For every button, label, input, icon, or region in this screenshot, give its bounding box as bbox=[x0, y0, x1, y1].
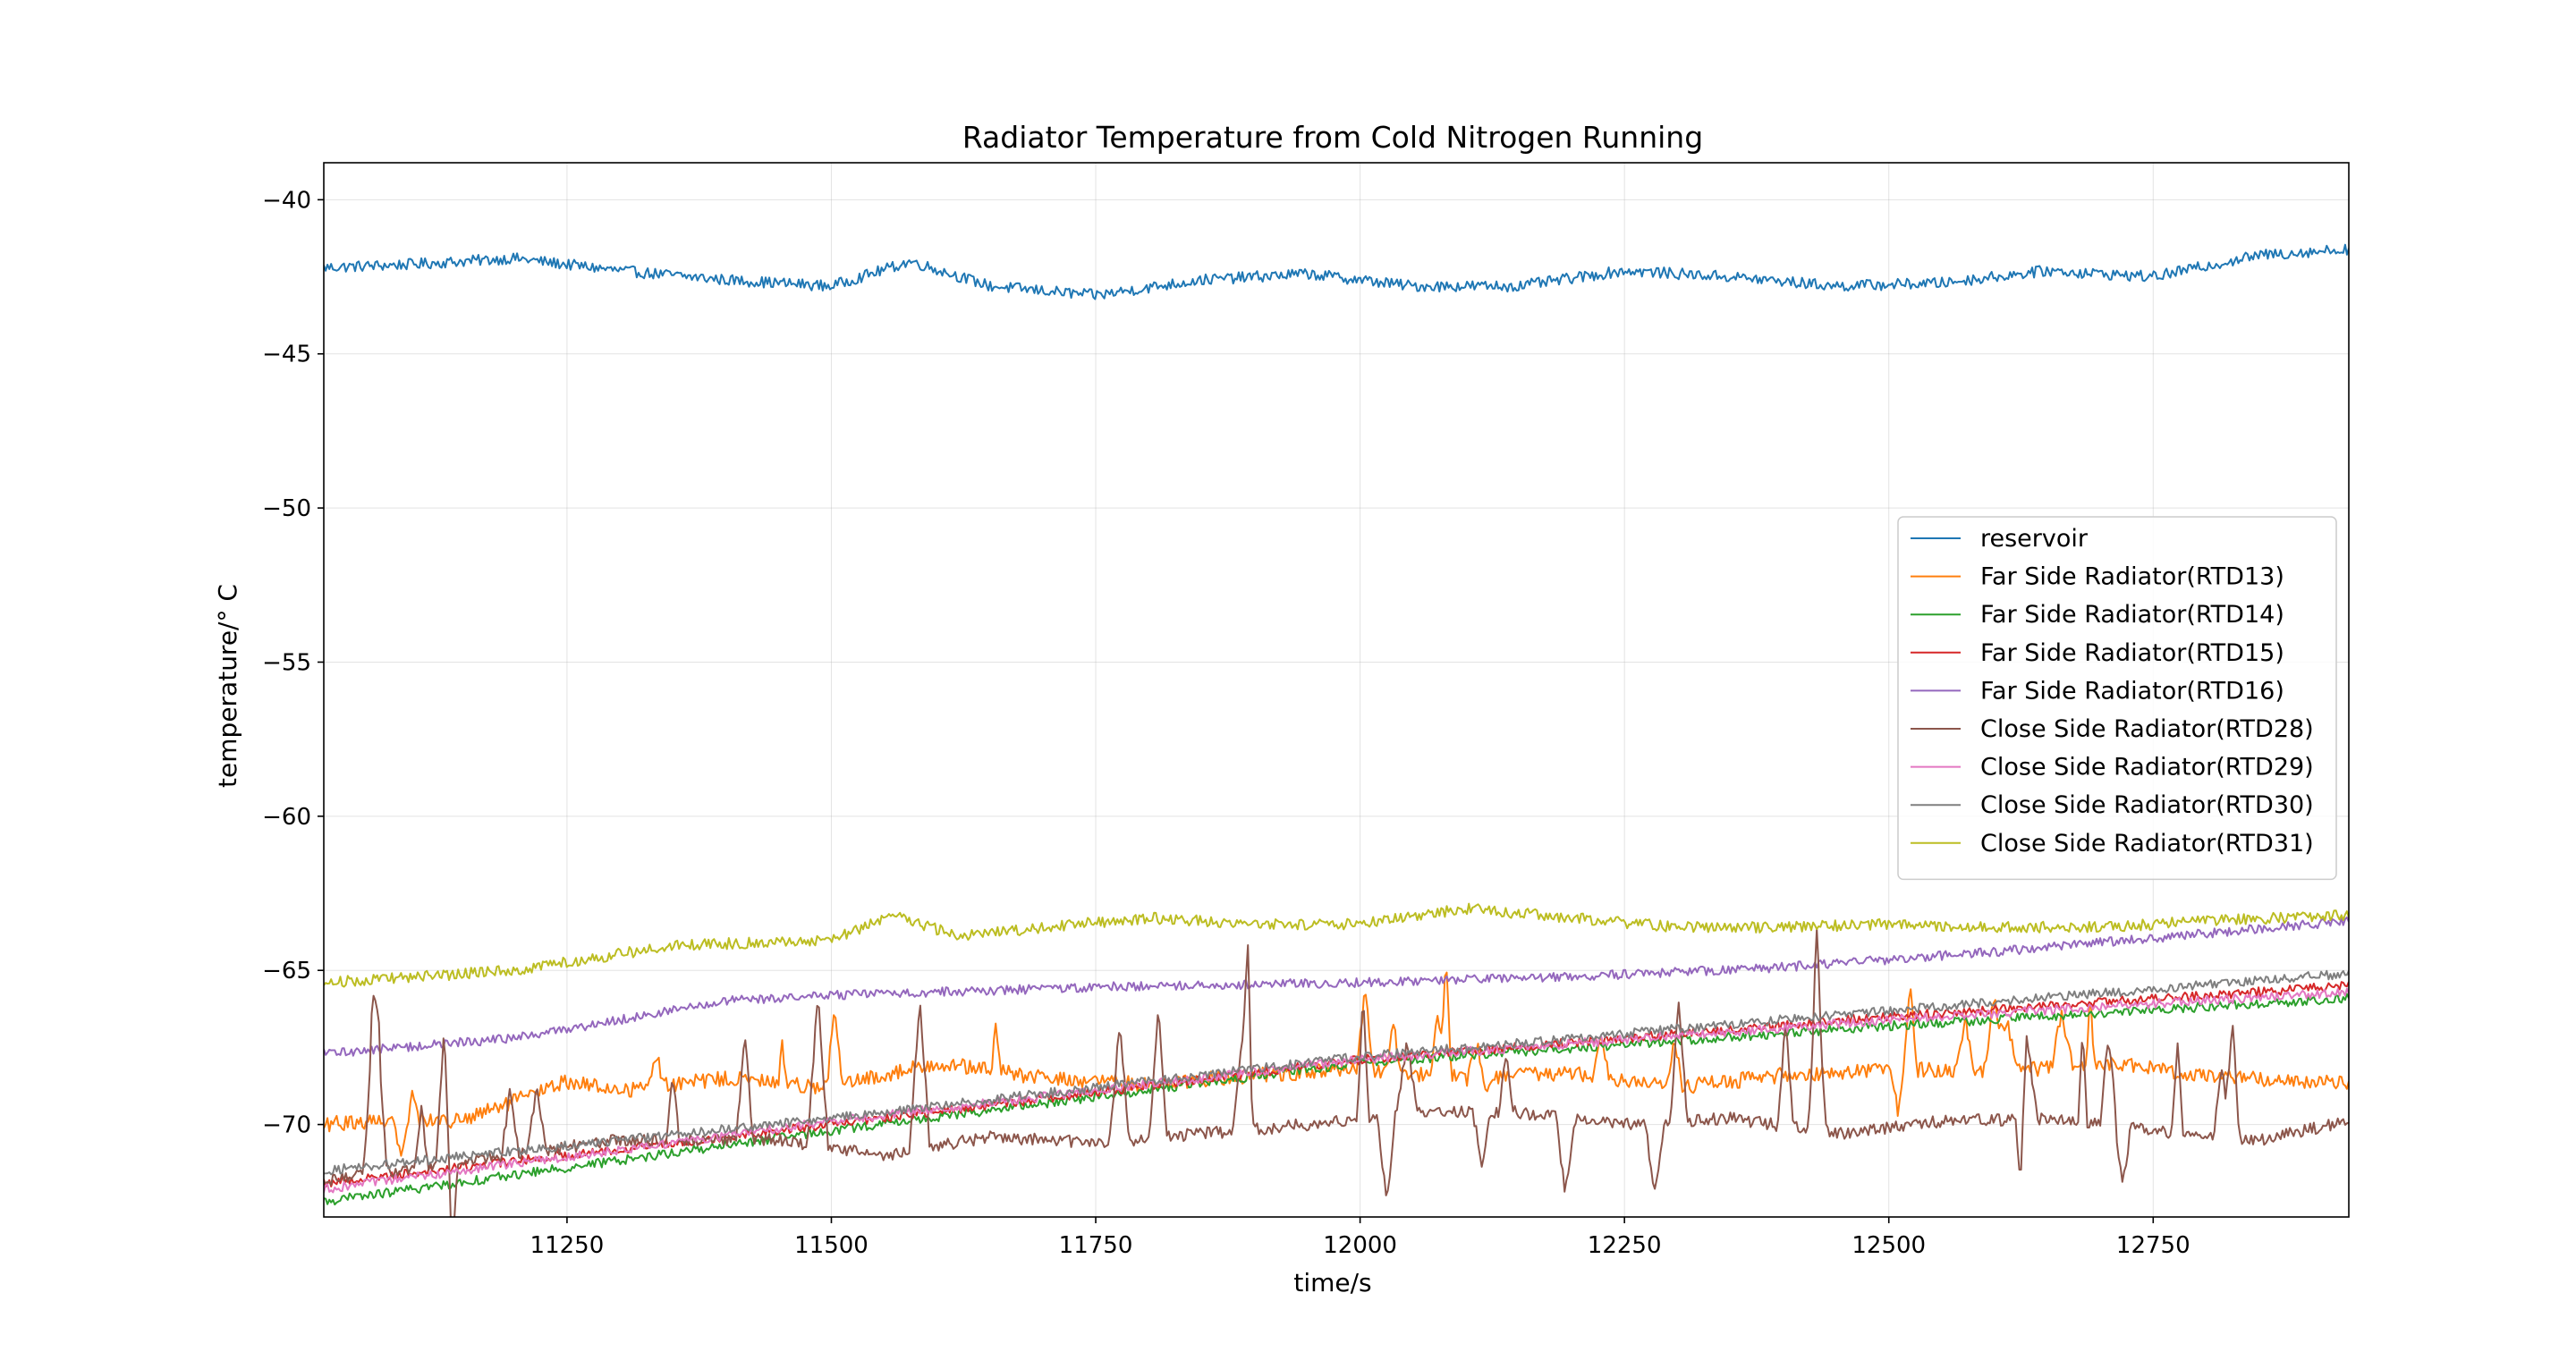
legend-entry: Far Side Radiator(RTD16) bbox=[1980, 677, 2284, 705]
axis-ticks: 11250 11500 11750 12000 12250 12500 12750 −40 −4… bbox=[262, 187, 2190, 1259]
series-line-7 bbox=[324, 969, 2349, 1176]
y-tick-label: −60 bbox=[262, 804, 311, 831]
legend-box bbox=[1897, 516, 2337, 881]
y-tick-label: −45 bbox=[262, 342, 311, 368]
x-tick-label: 11750 bbox=[1059, 1232, 1133, 1259]
x-tick-label: 11250 bbox=[530, 1232, 605, 1259]
y-axis-label: temperature/° C bbox=[213, 584, 242, 788]
legend-entry: Close Side Radiator(RTD28) bbox=[1980, 715, 2314, 743]
series-layer bbox=[324, 243, 2349, 1217]
x-axis-label: time/s bbox=[1293, 1268, 1371, 1297]
y-tick-label: −65 bbox=[262, 958, 311, 984]
legend-entry: Close Side Radiator(RTD31) bbox=[1980, 830, 2314, 858]
legend-entry: reservoir bbox=[1980, 525, 2089, 553]
x-tick-label: 12000 bbox=[1323, 1232, 1397, 1259]
series-line-4 bbox=[324, 916, 2349, 1057]
y-tick-label: −70 bbox=[262, 1112, 311, 1139]
series-line-8 bbox=[324, 902, 2349, 988]
series-line-6 bbox=[324, 987, 2349, 1194]
chart-title: Radiator Temperature from Cold Nitrogen … bbox=[962, 120, 1703, 155]
x-tick-label: 12750 bbox=[2116, 1232, 2190, 1259]
legend-entry: Far Side Radiator(RTD13) bbox=[1980, 563, 2284, 591]
legend-entry: Close Side Radiator(RTD30) bbox=[1980, 791, 2314, 819]
legend-entry: Far Side Radiator(RTD15) bbox=[1980, 639, 2284, 667]
x-tick-label: 11500 bbox=[794, 1232, 869, 1259]
x-tick-label: 12250 bbox=[1588, 1232, 1662, 1259]
legend-entry: Far Side Radiator(RTD14) bbox=[1980, 601, 2284, 629]
series-line-0 bbox=[324, 243, 2349, 300]
plot-frame bbox=[323, 162, 2350, 1218]
legend: reservoir Far Side Radiator(RTD13) Far Sid… bbox=[1897, 516, 2337, 881]
y-tick-label: −50 bbox=[262, 495, 311, 522]
y-tick-label: −55 bbox=[262, 649, 311, 676]
y-tick-label: −40 bbox=[262, 187, 311, 214]
legend-entry: Close Side Radiator(RTD29) bbox=[1980, 754, 2314, 782]
x-tick-label: 12500 bbox=[1852, 1232, 1926, 1259]
